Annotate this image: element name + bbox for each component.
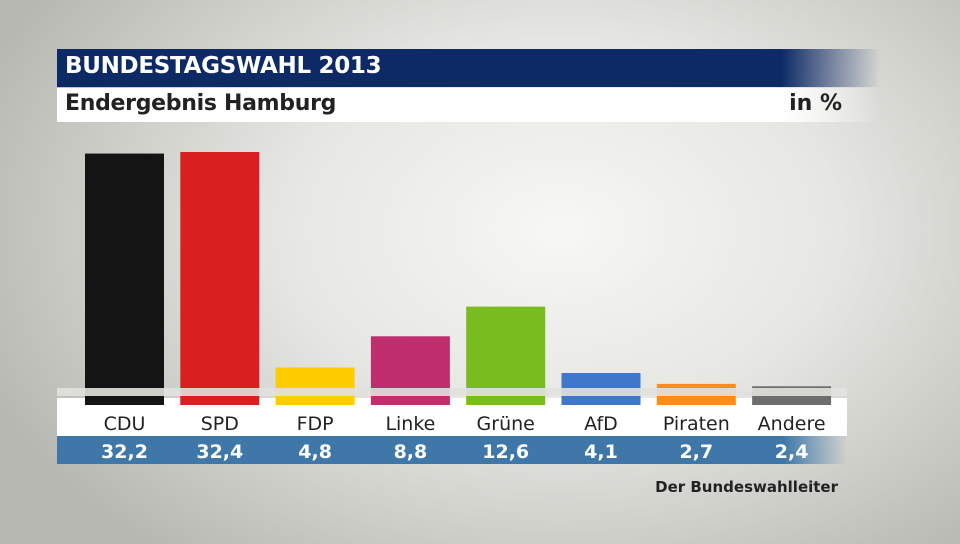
value-label-fdp: 4,8 [298, 441, 332, 463]
bar-fdp [275, 367, 355, 405]
value-label-grüne: 12,6 [482, 441, 529, 463]
category-label-linke: Linke [385, 413, 435, 435]
category-label-cdu: CDU [104, 413, 146, 435]
chart-title: BUNDESTAGSWAHL 2013 [65, 53, 382, 79]
value-label-andere: 2,4 [775, 441, 809, 463]
baseline-strip [57, 388, 847, 396]
bar-cdu [85, 153, 164, 405]
value-label-piraten: 2,7 [679, 441, 713, 463]
value-label-afd: 4,1 [584, 441, 618, 463]
category-label-andere: Andere [758, 413, 826, 435]
source-credit: Der Bundeswahlleiter [655, 478, 838, 496]
category-label-fdp: FDP [297, 413, 334, 435]
bar-spd [180, 152, 260, 405]
category-label-grüne: Grüne [477, 413, 535, 435]
chart-subtitle: Endergebnis Hamburg [65, 91, 337, 116]
title-bar: BUNDESTAGSWAHL 2013 [57, 49, 880, 87]
unit-label: in % [789, 91, 842, 116]
category-label-afd: AfD [584, 413, 618, 435]
category-label-spd: SPD [201, 413, 239, 435]
category-label-piraten: Piraten [663, 413, 730, 435]
value-label-linke: 8,8 [394, 441, 428, 463]
value-label-cdu: 32,2 [101, 441, 148, 463]
subtitle-bar: Endergebnis Hamburg in % [57, 88, 880, 122]
value-label-spd: 32,4 [196, 441, 243, 463]
value-label-band [57, 436, 847, 464]
